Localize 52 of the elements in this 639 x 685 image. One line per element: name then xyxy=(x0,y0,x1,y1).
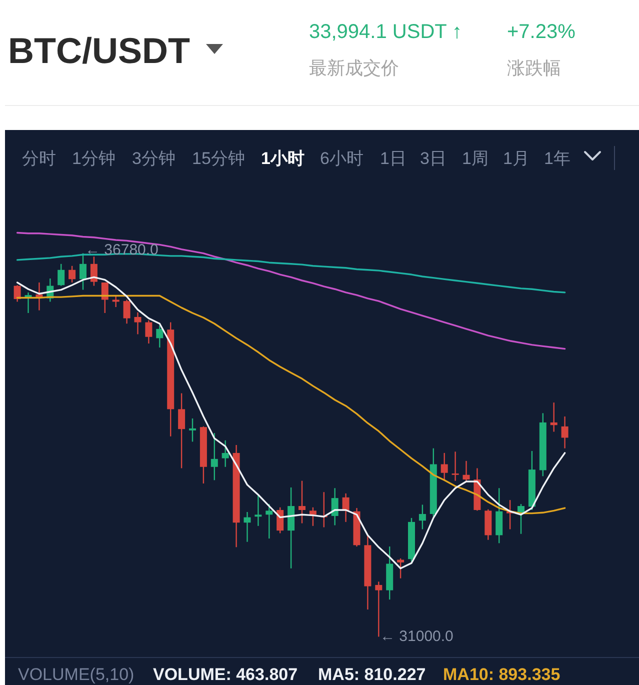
candlestick xyxy=(90,256,98,286)
text: 最新成交价 xyxy=(309,58,399,78)
text: 涨跌幅 xyxy=(507,58,561,78)
candlestick xyxy=(561,416,568,449)
candlestick xyxy=(210,432,218,481)
candlestick xyxy=(156,325,164,348)
candlestick xyxy=(178,392,186,469)
candlestick xyxy=(266,503,273,540)
candlestick xyxy=(298,480,306,524)
text: MA10: 893.335 xyxy=(443,665,560,684)
chart-title: BTC/USDT xyxy=(8,30,190,71)
text: 1小时 xyxy=(261,149,304,168)
text: 1周 xyxy=(462,149,488,168)
text: VOLUME(5,10) xyxy=(18,665,134,684)
text: 分时 xyxy=(22,149,56,168)
candlestick xyxy=(496,488,503,544)
annotation: ← 31000.0 xyxy=(380,628,454,645)
candlestick xyxy=(440,452,448,481)
text: +7.23% xyxy=(507,21,576,43)
candlestick xyxy=(145,320,152,344)
candlestick xyxy=(123,299,130,324)
text: 33,994.1 USDT ↑ xyxy=(309,21,462,43)
candlestick xyxy=(112,296,120,308)
text: 1分钟 xyxy=(72,149,116,168)
text: 1年 xyxy=(544,149,570,168)
candlestick xyxy=(397,558,404,579)
text: MA5: 810.227 xyxy=(318,665,426,684)
candlestick xyxy=(375,581,382,638)
candlestick xyxy=(24,292,32,314)
candlestick xyxy=(550,402,558,432)
candlestick xyxy=(342,492,350,523)
candlestick xyxy=(244,511,251,542)
text: 3日 xyxy=(420,149,446,168)
candlestick xyxy=(462,460,470,482)
text: VOLUME: 463.807 xyxy=(153,665,298,684)
text: 15分钟 xyxy=(192,149,245,168)
text: 6小时 xyxy=(320,149,364,168)
candlestick xyxy=(36,282,43,311)
candlestick xyxy=(68,265,76,284)
candlestick xyxy=(58,263,65,286)
candlestick xyxy=(254,494,262,527)
text: 3分钟 xyxy=(132,149,176,168)
candlestick xyxy=(134,312,142,335)
candlestick xyxy=(80,252,86,290)
candlestick xyxy=(452,451,459,482)
candlestick xyxy=(189,418,196,442)
candlestick xyxy=(309,506,316,527)
candlestick xyxy=(418,504,426,530)
text: 1月 xyxy=(503,149,530,168)
text: 1日 xyxy=(380,149,406,168)
candlestick xyxy=(222,440,229,468)
candlestick xyxy=(14,284,21,302)
